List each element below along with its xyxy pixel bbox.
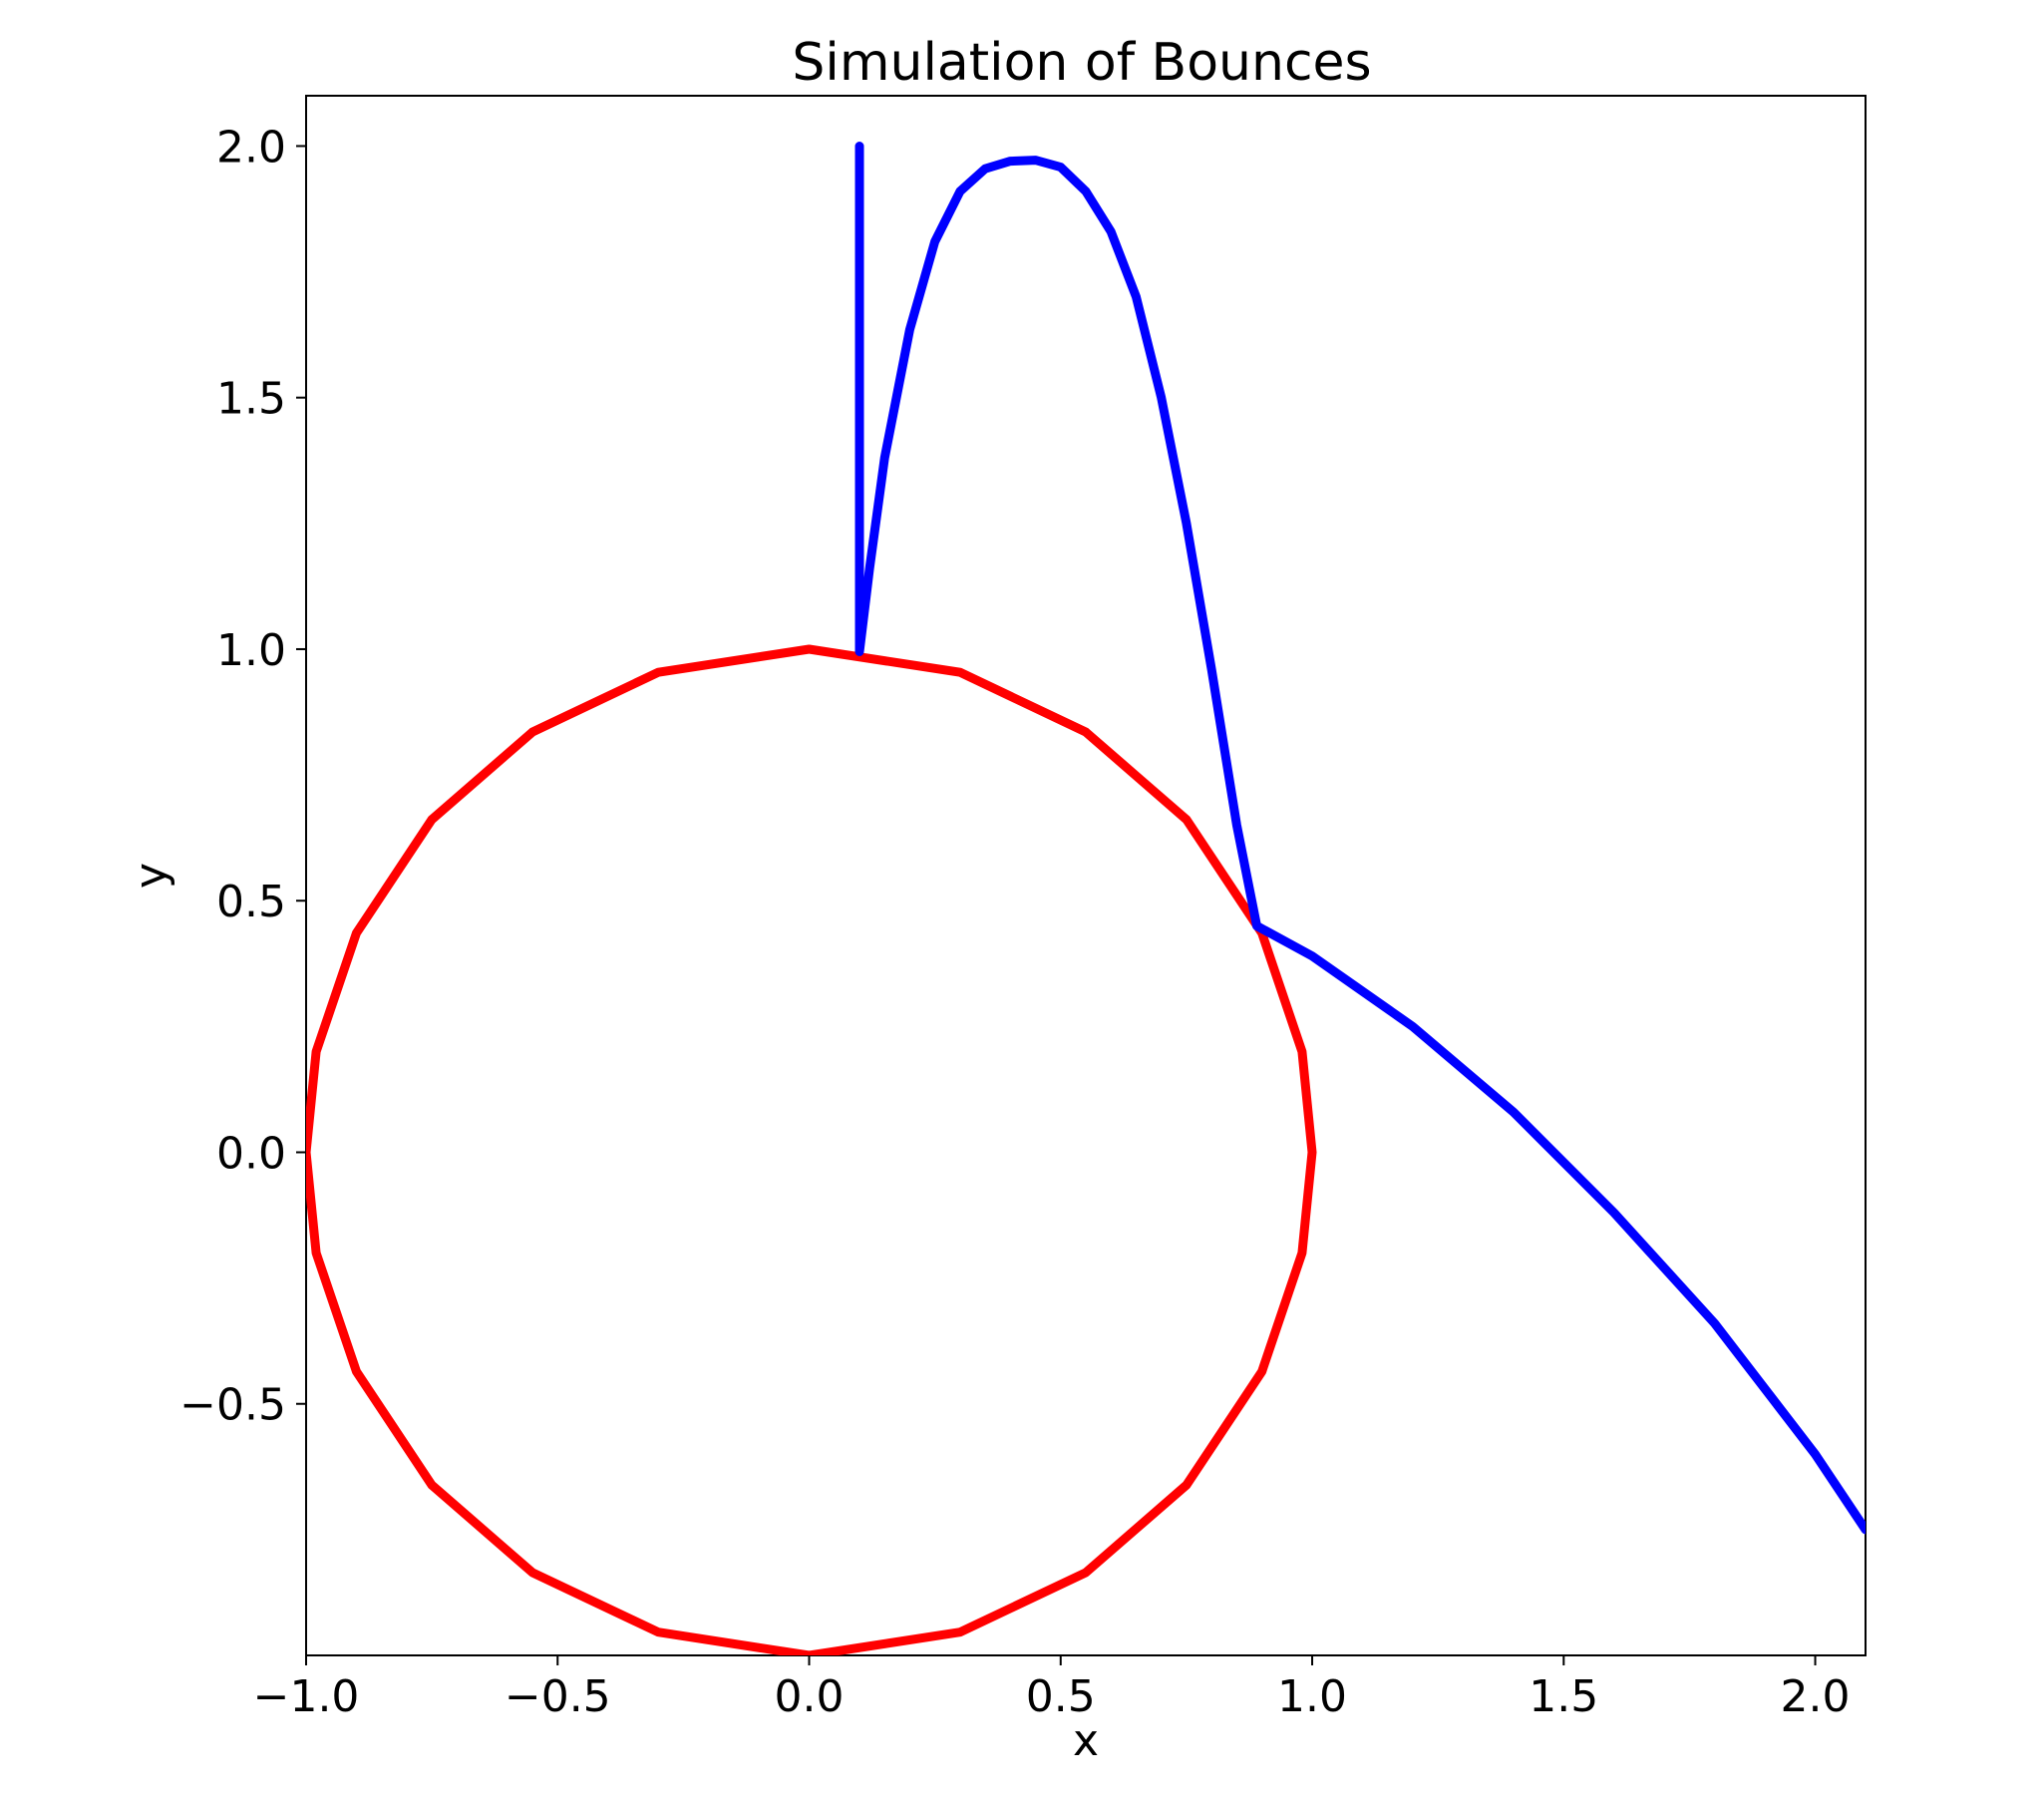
- x-tick-label: 1.0: [1277, 1671, 1347, 1722]
- y-tick-label: 2.0: [216, 122, 286, 173]
- series-layer: [306, 142, 1866, 1655]
- x-tick-label: 0.5: [1026, 1671, 1096, 1722]
- x-axis-ticks: −1.0 −0.5 0.0 0.5 1.0 1.5 2.0: [253, 1655, 1851, 1722]
- y-tick-label: 1.5: [216, 374, 286, 425]
- series-line-1: [306, 644, 1317, 1655]
- y-tick-label: 0.0: [216, 1128, 286, 1179]
- x-tick-label: −1.0: [253, 1671, 360, 1722]
- x-tick-label: 0.0: [775, 1671, 845, 1722]
- y-tick-label: 0.5: [216, 877, 286, 927]
- y-axis-label: y: [126, 863, 176, 889]
- x-axis-label: x: [1073, 1715, 1099, 1766]
- x-tick-label: 2.0: [1781, 1671, 1851, 1722]
- chart-title: Simulation of Bounces: [792, 33, 1371, 93]
- y-tick-label: 1.0: [216, 625, 286, 676]
- axes-frame: [305, 95, 1867, 1656]
- x-tick-label: −0.5: [505, 1671, 611, 1722]
- plot-area: [305, 95, 1867, 1656]
- series-line-2: [854, 142, 1866, 1535]
- y-tick-label: −0.5: [179, 1380, 286, 1431]
- x-tick-label: 1.5: [1529, 1671, 1598, 1722]
- y-axis-ticks: −0.5 0.0 0.5 1.0 1.5 2.0: [179, 122, 306, 1431]
